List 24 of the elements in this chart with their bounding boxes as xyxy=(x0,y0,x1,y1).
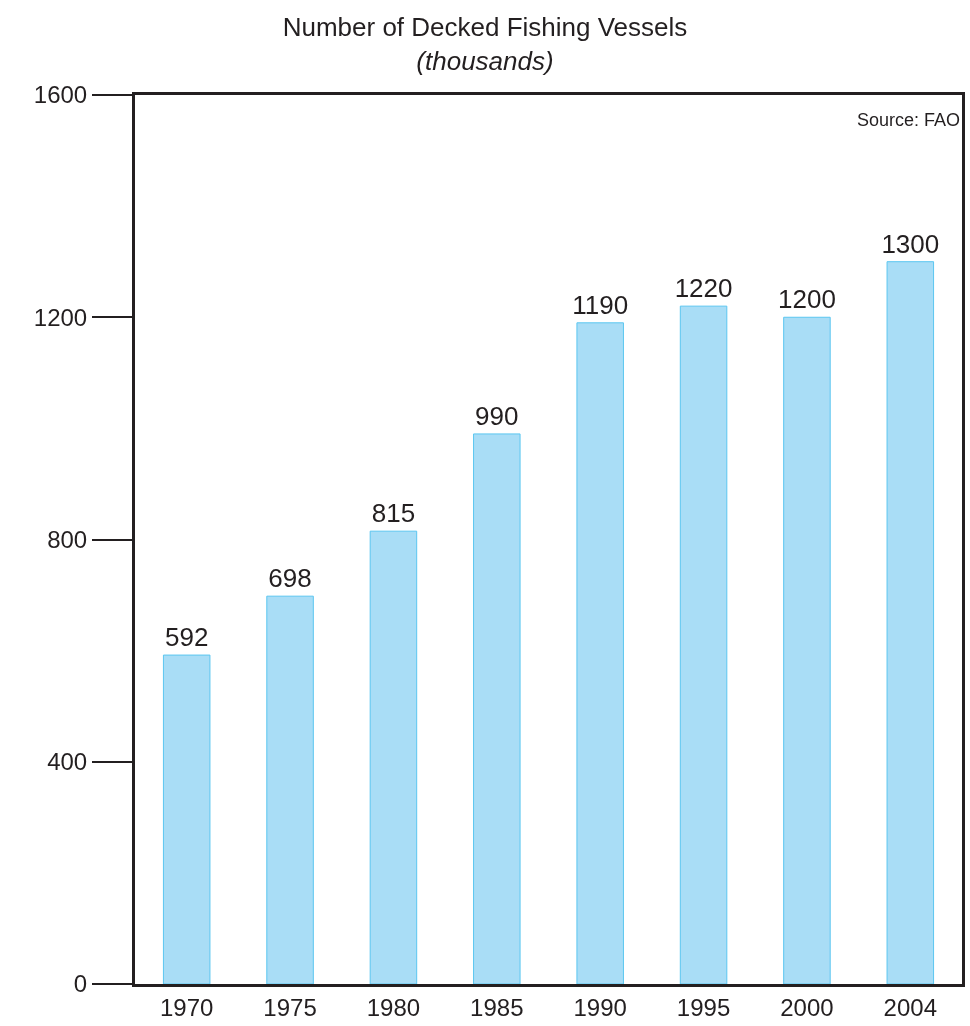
data-label: 990 xyxy=(475,400,519,431)
x-tick-label: 1995 xyxy=(676,993,731,1021)
x-tick-label: 2000 xyxy=(780,993,834,1021)
x-tick-label: 2004 xyxy=(883,993,938,1021)
data-label: 1300 xyxy=(881,228,940,259)
y-tick-label: 1200 xyxy=(33,303,88,331)
y-tick-label: 800 xyxy=(47,525,88,553)
y-tick-label: 0 xyxy=(73,970,88,998)
data-label: 1200 xyxy=(778,284,836,315)
data-label: 1190 xyxy=(572,289,629,320)
x-tick-label: 1980 xyxy=(366,993,421,1021)
x-tick-label: 1990 xyxy=(573,993,627,1021)
y-tick-label: 400 xyxy=(47,748,88,776)
data-label: 698 xyxy=(268,563,312,594)
x-tick-label: 1970 xyxy=(159,993,214,1021)
x-tick-label: 1975 xyxy=(263,993,317,1021)
y-tick-label: 1600 xyxy=(33,81,88,109)
data-label: 1220 xyxy=(674,273,733,304)
chart-subtitle: (thousands) xyxy=(416,45,554,76)
data-label: 815 xyxy=(371,498,416,529)
annotation: Source: FAO xyxy=(857,110,961,130)
x-tick-label: 1985 xyxy=(470,993,524,1021)
data-label: 592 xyxy=(164,622,209,653)
chart-title: Number of Decked Fishing Vessels xyxy=(282,11,688,42)
